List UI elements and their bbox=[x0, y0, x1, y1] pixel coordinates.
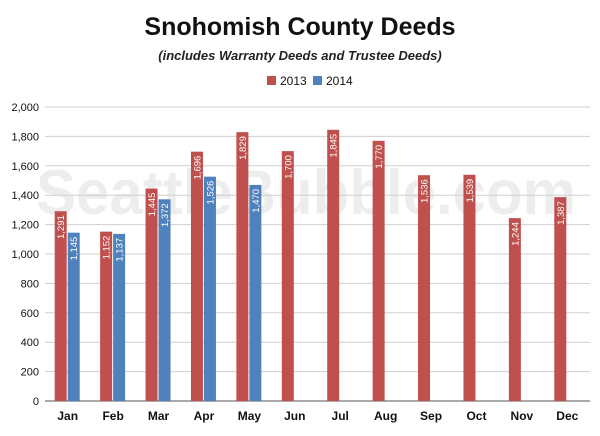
bar-2013-Aug bbox=[372, 140, 385, 401]
x-tick-label: Feb bbox=[102, 409, 123, 423]
y-tick-label: 200 bbox=[21, 367, 39, 379]
watermark: SeattleBubble.com bbox=[36, 158, 576, 229]
y-axis: 0 200 400 600 800 1,000 1,200 1,400 1,600 1,800 2,… bbox=[11, 102, 39, 408]
x-axis: Jan Feb Mar Apr May Jun Jul Aug Sep Oct Nov Dec bbox=[57, 409, 578, 423]
x-tick-label: Mar bbox=[148, 409, 170, 423]
data-label: 1,445 bbox=[147, 193, 158, 217]
x-tick-label: Oct bbox=[466, 409, 486, 423]
legend-label-2014: 2014 bbox=[326, 74, 353, 88]
x-tick-label: Dec bbox=[556, 409, 578, 423]
y-tick-label: 800 bbox=[21, 278, 39, 290]
data-label: 1,291 bbox=[56, 215, 67, 239]
data-label: 1,539 bbox=[465, 179, 476, 203]
data-label: 1,700 bbox=[283, 155, 294, 179]
bar-2013-Jul bbox=[327, 129, 340, 401]
data-label: 1,372 bbox=[160, 203, 171, 227]
y-tick-label: 600 bbox=[21, 308, 39, 320]
data-label: 1,770 bbox=[374, 145, 385, 169]
bar-2013-May bbox=[236, 132, 249, 401]
bar-2013-Apr bbox=[190, 151, 203, 401]
legend-swatch-2014 bbox=[313, 76, 322, 85]
bar-2014-Feb bbox=[113, 233, 126, 401]
y-tick-label: 1,200 bbox=[11, 220, 39, 232]
legend-label-2013: 2013 bbox=[280, 74, 307, 88]
data-label: 1,244 bbox=[510, 222, 521, 246]
bar-2014-Mar bbox=[158, 199, 171, 401]
x-tick-label: Aug bbox=[374, 409, 397, 423]
y-tick-label: 0 bbox=[33, 396, 39, 408]
bars bbox=[54, 129, 567, 401]
data-label: 1,829 bbox=[238, 136, 249, 160]
bar-2013-Oct bbox=[463, 174, 476, 401]
data-label: 1,536 bbox=[420, 179, 431, 203]
y-tick-label: 2,000 bbox=[11, 102, 39, 114]
bar-2013-Sep bbox=[418, 175, 431, 401]
bar-2013-Dec bbox=[554, 197, 567, 401]
y-tick-label: 1,600 bbox=[11, 161, 39, 173]
data-label: 1,145 bbox=[69, 237, 80, 261]
legend-swatch-2013 bbox=[267, 76, 276, 85]
x-tick-label: Sep bbox=[420, 409, 442, 423]
y-tick-label: 1,000 bbox=[11, 249, 39, 261]
bar-2014-May bbox=[249, 184, 262, 401]
bar-2013-Jan bbox=[54, 211, 67, 401]
chart-subtitle: (includes Warranty Deeds and Trustee Dee… bbox=[158, 48, 441, 63]
bar-2013-Nov bbox=[508, 218, 521, 401]
chart-title: Snohomish County Deeds bbox=[144, 13, 455, 41]
legend: 2013 2014 bbox=[267, 74, 353, 88]
bar-2013-Mar bbox=[145, 188, 158, 401]
data-label: 1,526 bbox=[205, 181, 216, 205]
y-tick-label: 400 bbox=[21, 337, 39, 349]
data-label: 1,845 bbox=[329, 134, 340, 158]
y-tick-label: 1,800 bbox=[11, 131, 39, 143]
data-label: 1,470 bbox=[251, 189, 262, 213]
x-tick-label: Jun bbox=[284, 409, 305, 423]
data-label: 1,137 bbox=[115, 238, 126, 262]
x-tick-label: Nov bbox=[511, 409, 534, 423]
x-tick-label: May bbox=[238, 409, 262, 423]
data-label: 1,696 bbox=[192, 156, 203, 180]
gridlines bbox=[45, 106, 590, 402]
data-label: 1,387 bbox=[556, 201, 567, 225]
x-tick-label: Jul bbox=[332, 409, 349, 423]
bar-2014-Jan bbox=[67, 232, 80, 401]
bar-2014-Apr bbox=[203, 176, 216, 401]
bar-2013-Feb bbox=[100, 231, 113, 401]
bar-2013-Jun bbox=[281, 151, 294, 401]
data-label: 1,152 bbox=[102, 236, 113, 260]
y-tick-label: 1,400 bbox=[11, 190, 39, 202]
x-tick-label: Apr bbox=[194, 409, 215, 423]
x-tick-label: Jan bbox=[57, 409, 78, 423]
